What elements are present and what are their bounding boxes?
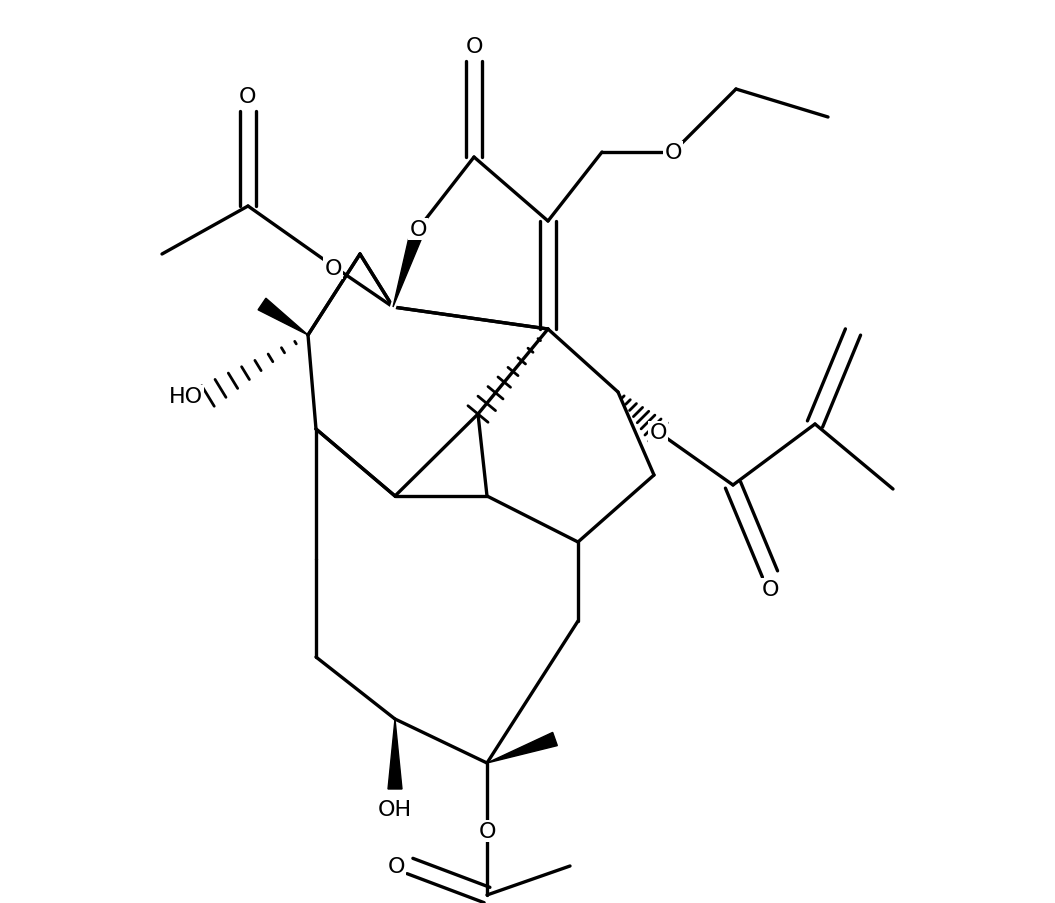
- Text: O: O: [649, 423, 667, 442]
- Text: O: O: [478, 821, 496, 841]
- Polygon shape: [487, 732, 557, 763]
- Text: O: O: [387, 856, 405, 876]
- Polygon shape: [258, 299, 308, 336]
- Text: HO: HO: [169, 386, 203, 406]
- Text: O: O: [762, 580, 779, 600]
- Polygon shape: [388, 719, 402, 789]
- Text: OH: OH: [378, 799, 413, 819]
- Text: O: O: [324, 259, 342, 279]
- Text: O: O: [665, 143, 682, 163]
- Text: O: O: [239, 87, 256, 107]
- Text: O: O: [465, 37, 483, 57]
- Polygon shape: [394, 228, 425, 308]
- Text: O: O: [409, 219, 427, 239]
